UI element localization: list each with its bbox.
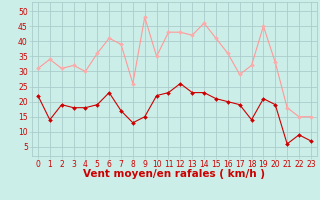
X-axis label: Vent moyen/en rafales ( km/h ): Vent moyen/en rafales ( km/h )	[84, 169, 265, 179]
